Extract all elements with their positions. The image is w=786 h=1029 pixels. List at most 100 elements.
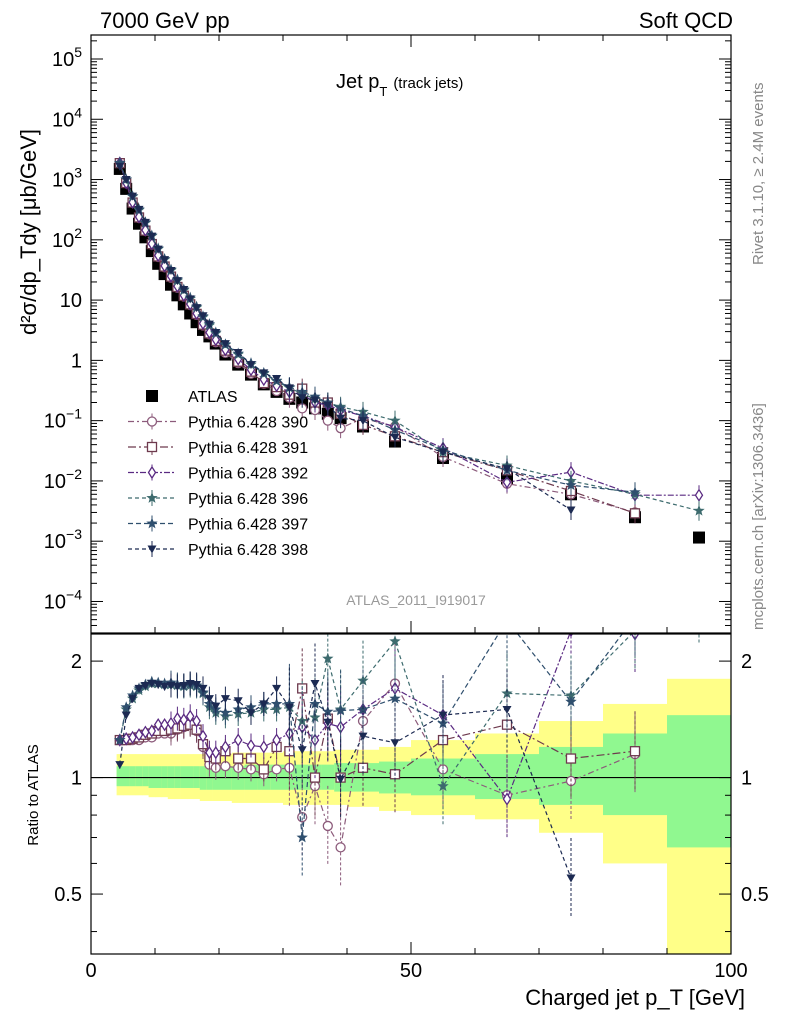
ratio-point: [211, 702, 221, 711]
data-point: [185, 295, 195, 304]
data-point: [390, 433, 400, 442]
ratio-series-pythia-6-428-398: [115, 643, 576, 919]
x-tick-label: 50: [400, 960, 422, 982]
legend-label: Pythia 6.428 396: [188, 491, 308, 508]
ratio-point: [566, 874, 576, 883]
ratio-point: [204, 695, 214, 704]
legend-marker: [146, 492, 158, 503]
ratio-point: [205, 745, 214, 760]
data-point: [566, 506, 576, 515]
ratio-point: [166, 681, 176, 690]
legend-marker: [146, 517, 158, 529]
legend-marker: [146, 390, 158, 402]
y-tick-label: 1: [71, 350, 82, 372]
data-point: [693, 531, 705, 544]
data-point: [297, 394, 307, 403]
x-tick-label: 100: [714, 960, 747, 982]
ratio-point: [322, 820, 333, 832]
ratio-point: [284, 703, 294, 712]
y-tick-label: 10−3: [44, 526, 82, 553]
ratio-point: [179, 713, 189, 727]
ratio-point: [309, 697, 321, 709]
ratio-y-tick-label: 1: [71, 768, 82, 790]
data-point: [259, 369, 269, 378]
ratio-point: [272, 733, 281, 747]
legend-entry: Pythia 6.428 392: [128, 464, 308, 483]
ratio-point: [233, 753, 244, 764]
legend-label: Pythia 6.428 390: [188, 415, 308, 432]
ratio-point: [334, 704, 347, 716]
ratio-point: [160, 682, 170, 691]
data-point: [211, 329, 221, 338]
data-point: [246, 361, 256, 370]
ratio-point: [502, 705, 512, 714]
data-point: [192, 304, 202, 313]
data-point: [204, 320, 214, 329]
data-point: [694, 488, 704, 502]
data-point: [284, 384, 294, 393]
data-point: [114, 156, 126, 168]
series-atlas: [113, 162, 705, 544]
y-tick-label: 10−4: [44, 586, 82, 613]
ratio-point: [246, 709, 256, 718]
ratio-point: [297, 746, 307, 755]
ratio-point: [629, 746, 641, 757]
ratio-point: [310, 680, 320, 689]
legend-entry: Pythia 6.428 398: [128, 541, 308, 559]
data-point: [115, 162, 125, 171]
ratio-point: [233, 733, 243, 747]
legend-label: ATLAS: [188, 389, 238, 406]
legend-label: Pythia 6.428 398: [188, 542, 308, 559]
legend-entry: Pythia 6.428 396: [128, 490, 308, 508]
ratio-point: [166, 716, 176, 731]
ratio-point: [179, 681, 189, 690]
data-point: [220, 340, 230, 349]
ratio-point: [115, 761, 125, 770]
data-point: [565, 479, 577, 490]
ratio-point: [246, 738, 256, 753]
plot-title-subscript: T: [379, 84, 387, 99]
legend-entry: Pythia 6.428 391: [128, 439, 308, 457]
legend-entry: ATLAS: [146, 389, 238, 406]
legend-label: Pythia 6.428 391: [188, 440, 308, 457]
y-tick-label: 104: [52, 104, 82, 131]
data-point: [323, 401, 333, 410]
stat-uncertainty-band: [123, 766, 130, 787]
stat-uncertainty-band: [667, 715, 731, 848]
ratio-point: [259, 740, 269, 754]
data-point: [134, 205, 144, 214]
main-panel-frame: [90, 34, 732, 634]
data-point: [438, 448, 448, 457]
process-label: Soft QCD: [639, 8, 733, 33]
y-tick-label: 10: [60, 290, 82, 312]
data-point: [198, 312, 208, 321]
rivet-version-label: Rivet 3.1.10, ≥ 2.4M events: [750, 83, 767, 266]
stat-uncertainty-band: [129, 766, 137, 787]
ratio-point: [185, 709, 195, 724]
ratio-point: [120, 701, 132, 713]
ratio-point: [211, 745, 221, 760]
data-point: [322, 415, 333, 426]
ratio-y-tick-label: 2: [71, 651, 82, 673]
series-line: [119, 166, 572, 511]
ratio-point: [121, 732, 131, 746]
ratio-y-tick-label-right: 0.5: [741, 884, 769, 906]
ratio-point: [390, 739, 400, 748]
data-point: [502, 475, 512, 489]
energy-label: 7000 GeV pp: [100, 8, 230, 33]
ratio-point: [565, 689, 577, 701]
ratio-point: [501, 614, 512, 625]
legend-marker: [147, 465, 157, 480]
ratio-point: [565, 753, 577, 764]
data-point: [502, 465, 512, 474]
ratio-point: [221, 740, 230, 754]
legend-entry: Pythia 6.428 390: [128, 413, 308, 432]
stat-uncertainty-band: [116, 766, 124, 787]
plot-title-main: Jet p: [336, 71, 379, 93]
ratio-point: [272, 684, 282, 693]
ratio-point: [153, 717, 163, 732]
ratio-point: [335, 842, 346, 853]
y-tick-label: 10−2: [44, 466, 82, 493]
